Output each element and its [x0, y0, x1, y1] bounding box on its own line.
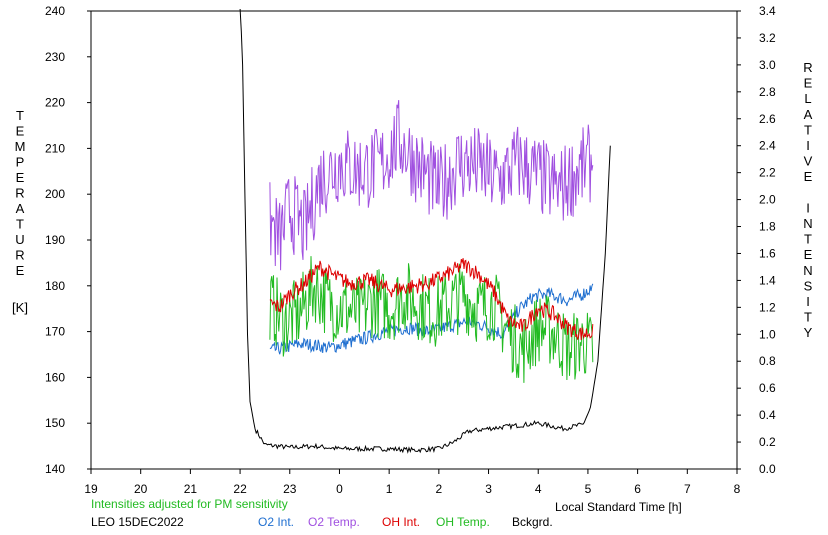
right-label-letter: T [804, 122, 812, 137]
left-label-letter: A [16, 201, 25, 216]
legend-oh-int: OH Int. [382, 515, 420, 529]
right-label-letter: N [803, 216, 812, 231]
right-label-letter: T [804, 310, 812, 325]
left-tick-label: 230 [45, 50, 65, 64]
right-label-letter: V [804, 154, 813, 169]
left-label-letter: U [15, 232, 24, 247]
right-label-letter: E [804, 169, 813, 184]
x-tick-label: 21 [184, 482, 198, 496]
right-tick-label: 0.4 [759, 408, 776, 422]
x-tick-label: 1 [386, 482, 393, 496]
right-label-letter: L [804, 91, 811, 106]
station-date: LEO 15DEC2022 [91, 515, 184, 529]
x-tick-label: 23 [283, 482, 297, 496]
left-tick-label: 180 [45, 279, 65, 293]
x-tick-label: 7 [684, 482, 691, 496]
right-tick-label: 2.4 [759, 139, 776, 153]
plot-frame [90, 10, 738, 470]
right-label-letter: E [804, 76, 813, 91]
right-tick-label: 2.0 [759, 193, 776, 207]
series-line-oh-int [269, 258, 594, 341]
left-label-unit: [K] [12, 300, 28, 315]
x-tick-label: 2 [436, 482, 443, 496]
right-tick-label: 2.2 [759, 166, 776, 180]
x-tick-label: 20 [134, 482, 148, 496]
legend-oh-temp: OH Temp. [436, 515, 490, 529]
right-tick-label: 0.0 [759, 462, 776, 476]
x-tick-label: 4 [535, 482, 542, 496]
right-label-letter: I [806, 294, 810, 309]
x-axis: 19 20 21 22 23 0 1 2 3 4 5 6 7 8 [84, 469, 741, 496]
left-tick-label: 210 [45, 141, 65, 155]
right-axis: 0.0 0.2 0.4 0.6 0.8 1.0 1.2 1.4 1.6 1.8 2.0 2.2 2.4 2… [737, 4, 776, 476]
right-label-letter: R [803, 60, 812, 75]
series-line-bckgrd [239, 8, 611, 454]
right-tick-label: 1.0 [759, 327, 776, 341]
x-tick-label: 19 [84, 482, 98, 496]
series-line-o2-int [269, 283, 594, 355]
legend-o2-int: O2 Int. [258, 515, 294, 529]
left-label-letter: P [16, 155, 25, 170]
series-line-o2-temp [269, 100, 594, 271]
legend-bckgrd: Bckgrd. [512, 515, 553, 529]
right-tick-label: 1.4 [759, 273, 776, 287]
x-tick-label: 6 [634, 482, 641, 496]
legend-o2-temp: O2 Temp. [308, 515, 360, 529]
x-tick-label: 3 [485, 482, 492, 496]
series-layer [239, 8, 611, 454]
left-tick-label: 160 [45, 370, 65, 384]
left-tick-label: 190 [45, 233, 65, 247]
x-tick-label: 5 [585, 482, 592, 496]
left-tick-label: 170 [45, 325, 65, 339]
left-label-letter: R [15, 186, 24, 201]
right-label-letter: I [806, 138, 810, 153]
right-label-letter: S [804, 278, 813, 293]
left-tick-label: 150 [45, 416, 65, 430]
right-label-letter: A [804, 107, 813, 122]
series-line-oh-temp [269, 256, 594, 383]
left-label-letter: M [15, 139, 26, 154]
right-tick-label: 2.6 [759, 112, 776, 126]
sensitivity-note: Intensities adjusted for PM sensitivity [91, 497, 288, 511]
right-label-letter: N [803, 263, 812, 278]
right-label-letter: E [804, 247, 813, 262]
left-label-letter: T [16, 217, 24, 232]
left-tick-label: 240 [45, 4, 65, 18]
left-tick-label: 220 [45, 96, 65, 110]
right-tick-label: 0.6 [759, 381, 776, 395]
right-label-letter: I [806, 200, 810, 215]
right-tick-label: 1.8 [759, 220, 776, 234]
x-tick-label: 22 [233, 482, 247, 496]
right-tick-label: 3.0 [759, 58, 776, 72]
x-tick-label: 0 [336, 482, 343, 496]
left-label-letter: E [16, 170, 25, 185]
right-tick-label: 2.8 [759, 85, 776, 99]
x-tick-label: 8 [734, 482, 741, 496]
right-tick-label: 3.4 [759, 4, 776, 18]
right-label-letter: Y [804, 325, 813, 340]
right-label-letter: T [804, 232, 812, 247]
right-tick-label: 3.2 [759, 31, 776, 45]
left-tick-label: 140 [45, 462, 65, 476]
left-tick-label: 200 [45, 187, 65, 201]
right-tick-label: 0.8 [759, 354, 776, 368]
left-label-letter: E [16, 124, 25, 139]
x-axis-label: Local Standard Time [h] [555, 500, 682, 514]
left-label-letter: E [16, 263, 25, 278]
right-tick-label: 1.6 [759, 246, 776, 260]
left-axis: 140 150 160 170 180 190 200 210 220 230 240 [45, 4, 91, 476]
right-tick-label: 0.2 [759, 435, 776, 449]
right-tick-label: 1.2 [759, 300, 776, 314]
left-label-letter: R [15, 248, 24, 263]
left-label-letter: T [16, 108, 24, 123]
